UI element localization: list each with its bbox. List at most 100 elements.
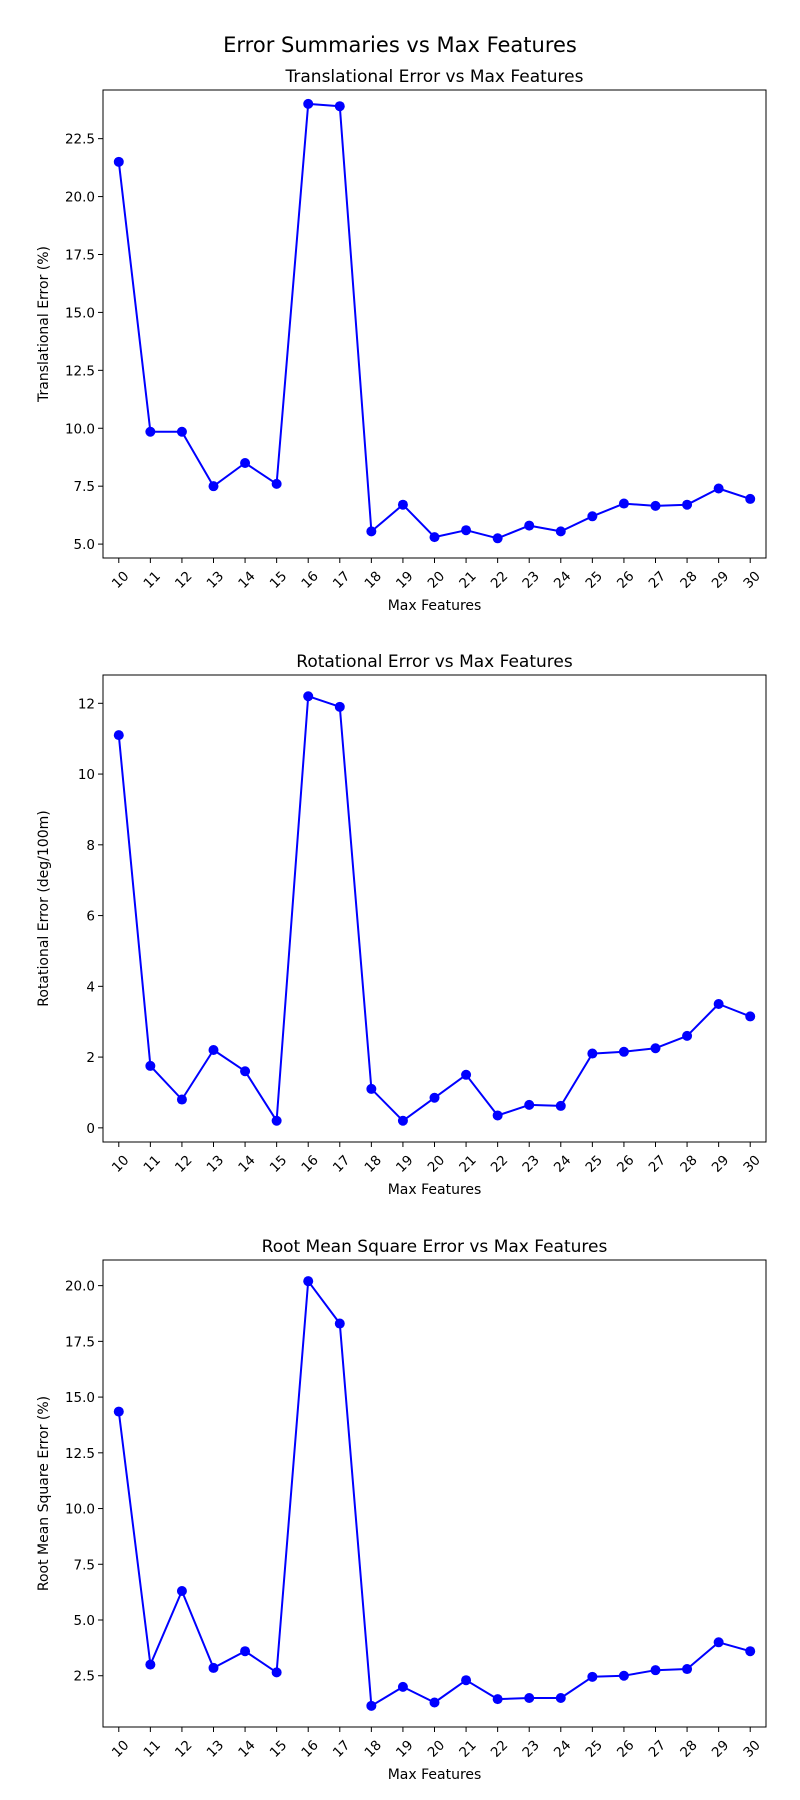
data-point	[429, 1697, 440, 1708]
data-point	[240, 1646, 251, 1657]
data-point	[461, 1069, 472, 1080]
data-point	[334, 101, 345, 112]
data-point	[713, 1637, 724, 1648]
y-tick-label: 4	[86, 979, 95, 995]
data-point	[650, 1665, 661, 1676]
y-tick-label: 10	[78, 767, 95, 783]
data-point	[145, 1060, 156, 1071]
data-point	[524, 1693, 535, 1704]
y-tick-label: 8	[86, 838, 95, 854]
plot-frame	[102, 1259, 767, 1728]
data-point	[555, 1100, 566, 1111]
data-point	[176, 426, 187, 437]
data-point	[492, 1694, 503, 1705]
data-point	[618, 498, 629, 509]
data-point	[271, 478, 282, 489]
y-tick-label: 5.0	[74, 1613, 95, 1629]
data-point	[240, 1066, 251, 1077]
y-tick-label: 0	[86, 1121, 95, 1137]
data-point	[713, 483, 724, 494]
y-tick-label: 12.5	[65, 1446, 95, 1462]
y-tick-label: 17.5	[65, 247, 95, 263]
data-point	[208, 1662, 219, 1673]
data-point	[555, 526, 566, 537]
y-tick-label: 7.5	[74, 1557, 95, 1573]
data-point	[366, 526, 377, 537]
chart-title: Root Mean Square Error vs Max Features	[262, 1237, 608, 1257]
data-point	[524, 520, 535, 531]
data-point	[208, 1045, 219, 1056]
data-point	[145, 426, 156, 437]
data-point	[682, 499, 693, 510]
data-point	[397, 1115, 408, 1126]
chart-3: Root Mean Square Error vs Max Features 2.…	[36, 1237, 767, 1783]
data-point	[492, 533, 503, 544]
y-tick-label: 20.0	[65, 190, 95, 206]
data-point	[618, 1670, 629, 1681]
data-point	[397, 499, 408, 510]
y-tick-label: 7.5	[74, 479, 95, 495]
data-point	[113, 730, 124, 741]
data-point	[745, 1646, 756, 1657]
x-axis-label: Max Features	[388, 1182, 482, 1198]
y-tick-label: 15.0	[65, 305, 95, 321]
y-tick-label: 12.5	[65, 363, 95, 379]
data-point	[145, 1659, 156, 1670]
y-tick-label: 6	[86, 909, 95, 925]
plot-frame	[102, 674, 767, 1143]
y-tick-label: 17.5	[65, 1334, 95, 1350]
data-point	[682, 1030, 693, 1041]
data-point	[429, 532, 440, 543]
data-point	[113, 1406, 124, 1417]
data-point	[618, 1046, 629, 1057]
data-point	[176, 1586, 187, 1597]
x-axis-label: Max Features	[388, 1767, 482, 1783]
y-axis-label: Rotational Error (deg/100m)	[36, 810, 52, 1006]
chart-title: Rotational Error vs Max Features	[296, 652, 573, 672]
y-tick-label: 2	[86, 1050, 95, 1066]
data-point	[555, 1693, 566, 1704]
data-point	[240, 458, 251, 469]
data-point	[176, 1094, 187, 1105]
y-tick-label: 15.0	[65, 1390, 95, 1406]
data-point	[650, 500, 661, 511]
data-point	[303, 1276, 314, 1287]
plot-frame	[102, 89, 767, 559]
data-point	[397, 1681, 408, 1692]
y-tick-label: 20.0	[65, 1279, 95, 1295]
data-point	[745, 1011, 756, 1022]
figure-title: Error Summaries vs Max Features	[223, 33, 577, 57]
data-point	[587, 1048, 598, 1059]
data-point	[334, 1318, 345, 1329]
data-point	[461, 525, 472, 536]
data-point	[524, 1099, 535, 1110]
data-point	[366, 1700, 377, 1711]
y-tick-label: 12	[78, 696, 95, 712]
y-tick-label: 2.5	[74, 1669, 95, 1685]
data-point	[713, 999, 724, 1010]
data-point	[366, 1083, 377, 1094]
data-point	[303, 691, 314, 702]
y-axis-label: Translational Error (%)	[36, 246, 52, 403]
y-tick-label: 10.0	[65, 421, 95, 437]
data-point	[113, 156, 124, 167]
data-point	[429, 1092, 440, 1103]
data-point	[682, 1664, 693, 1675]
data-point	[587, 1671, 598, 1682]
x-axis-label: Max Features	[388, 598, 482, 614]
chart-title: Translational Error vs Max Features	[285, 67, 584, 87]
y-axis-label: Root Mean Square Error (%)	[36, 1396, 52, 1591]
y-tick-label: 10.0	[65, 1502, 95, 1518]
data-point	[587, 511, 598, 522]
data-point	[492, 1110, 503, 1121]
data-point	[303, 98, 314, 109]
data-point	[208, 481, 219, 492]
data-point	[650, 1043, 661, 1054]
data-point	[271, 1115, 282, 1126]
data-point	[271, 1667, 282, 1678]
data-point	[745, 493, 756, 504]
data-point	[334, 701, 345, 712]
data-point	[461, 1675, 472, 1686]
y-tick-label: 5.0	[74, 537, 95, 553]
